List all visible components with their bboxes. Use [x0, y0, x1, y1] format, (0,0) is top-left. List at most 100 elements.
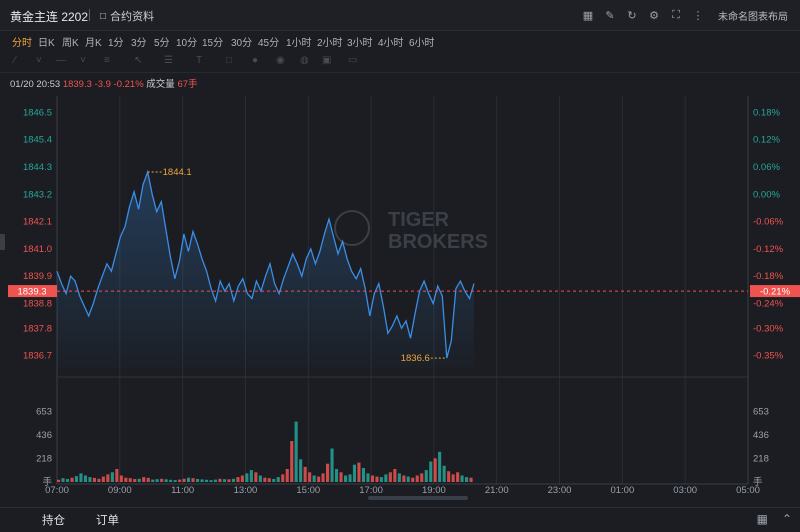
trash-icon[interactable]: ▭: [348, 55, 358, 66]
timeframe-13[interactable]: 3小时: [347, 38, 373, 49]
chevron-up-icon[interactable]: ⌃: [781, 512, 792, 526]
horizontal-line-icon[interactable]: —: [56, 55, 66, 66]
volume-bar: [142, 477, 146, 482]
divider: [89, 9, 90, 21]
timeframe-3[interactable]: 月K: [85, 38, 102, 49]
x-tick-label: 15:00: [296, 485, 320, 496]
chart-scroll-handle[interactable]: [368, 496, 468, 500]
low-label: 1836.6: [401, 353, 430, 364]
fib-icon[interactable]: ☰: [164, 55, 173, 66]
volume-bar: [227, 479, 231, 482]
price-chart[interactable]: 07:00 09:00 11:00 13:00 15:00 17:00 19:00 21:00…: [0, 70, 800, 510]
trendline-icon[interactable]: ∕: [14, 55, 16, 66]
document-icon: □: [100, 10, 107, 22]
volume-bar: [218, 478, 222, 482]
contract-info-link[interactable]: □ 合约资料: [100, 8, 154, 24]
watermark-line1: TIGER: [388, 209, 450, 231]
channel-icon[interactable]: ≡: [104, 55, 110, 66]
volume-bar: [115, 469, 119, 482]
volume-bar: [70, 477, 74, 482]
x-tick-label: 03:00: [673, 485, 697, 496]
volume-bar: [411, 477, 415, 482]
volume-tick-label-right: 218: [753, 453, 769, 464]
chevron-down-icon[interactable]: ˅: [36, 55, 42, 66]
volume-bar: [88, 477, 92, 482]
timeframe-9[interactable]: 30分: [231, 38, 253, 49]
current-pct-label: -0.21%: [760, 287, 791, 298]
timeframe-4[interactable]: 1分: [108, 38, 124, 49]
pct-tick-label: 0.00%: [753, 189, 780, 200]
eye-icon[interactable]: ◉: [276, 55, 285, 66]
timeframe-11[interactable]: 1小时: [286, 38, 312, 49]
volume-bar: [290, 441, 294, 482]
orders-tab[interactable]: 订单: [96, 515, 119, 527]
timeframe-8[interactable]: 15分: [202, 38, 224, 49]
price-tick-label: 1846.5: [23, 107, 52, 118]
volume-bar: [379, 477, 383, 482]
pct-tick-label: 0.18%: [753, 107, 780, 118]
timeframe-14[interactable]: 4小时: [378, 38, 404, 49]
left-panel-grip[interactable]: [0, 234, 5, 250]
volume-bar: [402, 475, 406, 482]
current-price-label: 1839.3: [17, 287, 46, 298]
volume-unit-label-right: 手: [753, 476, 763, 488]
timeframe-bar: 分时 日K 周K 月K 1分 3分 5分 10分 15分 30分 45分 1小时 2小时 3小时 4小时 6小…: [0, 31, 800, 51]
volume-bar: [406, 476, 410, 482]
timeframe-2[interactable]: 周K: [62, 38, 79, 49]
volume-bar: [83, 475, 87, 482]
current-price-tag: [8, 285, 57, 298]
x-tick-label: 21:00: [485, 485, 509, 496]
x-tick-label: 01:00: [610, 485, 634, 496]
layout-name[interactable]: 未命名图表布局: [718, 11, 788, 23]
timeframe-0[interactable]: 分时: [12, 38, 32, 49]
volume-bar: [191, 478, 195, 482]
volume-bar: [276, 477, 280, 482]
lock-icon[interactable]: ●: [252, 55, 259, 66]
screen-icon[interactable]: ▦: [582, 9, 594, 22]
volume-bar: [339, 472, 343, 482]
timeframe-6[interactable]: 5分: [154, 38, 170, 49]
quote-change: -3.9: [94, 79, 111, 90]
price-tick-label: 1843.2: [23, 189, 52, 200]
volume-bar: [254, 472, 258, 482]
volume-bar: [74, 476, 78, 482]
positions-tab[interactable]: 持仓: [42, 515, 65, 527]
chart-tools: ▦ ✎ ↻ ⚙ ⛶ ⋮ 未命名图表布局: [580, 7, 788, 23]
fullscreen-icon[interactable]: ⛶: [672, 8, 680, 21]
timeframe-1[interactable]: 日K: [38, 38, 55, 49]
timeframe-15[interactable]: 6小时: [409, 38, 435, 49]
timeframe-12[interactable]: 2小时: [317, 38, 343, 49]
quote-price: 1839.3: [62, 79, 92, 90]
text-icon[interactable]: T: [196, 55, 203, 66]
volume-bar: [317, 476, 321, 482]
expand-panel-icon[interactable]: ▦: [756, 512, 768, 526]
volume-bar: [106, 474, 110, 482]
timeframe-7[interactable]: 10分: [176, 38, 198, 49]
quote-change-pct: -0.21%: [113, 79, 144, 90]
edit-icon[interactable]: ✎: [605, 9, 615, 22]
volume-tick-label: 436: [36, 430, 52, 441]
price-tick-label: 1836.7: [23, 351, 52, 362]
x-tick-label: 09:00: [108, 485, 132, 496]
quote-info-line: 01/20 20:53 1839.3 -3.9 -0.21% 成交量 67手: [10, 76, 198, 90]
timeframe-5[interactable]: 3分: [131, 38, 147, 49]
more-icon[interactable]: ⋮: [692, 9, 704, 22]
refresh-icon[interactable]: ↻: [627, 9, 637, 22]
volume-bar: [344, 475, 348, 482]
layers-icon[interactable]: ▣: [322, 55, 332, 66]
pct-tick-label: 0.06%: [753, 162, 780, 173]
volume-bar: [335, 469, 339, 482]
ruler-icon[interactable]: □: [226, 55, 233, 66]
volume-bar: [330, 448, 334, 482]
timeframe-10[interactable]: 45分: [258, 38, 280, 49]
pct-tick-label: -0.18%: [753, 271, 784, 282]
watermark-line2: BROKERS: [388, 231, 488, 253]
volume-bar: [267, 478, 271, 482]
chevron-down-icon[interactable]: ˅: [80, 55, 86, 66]
settings-icon[interactable]: ⚙: [649, 9, 659, 22]
price-tick-label: 1842.1: [23, 217, 52, 228]
arrow-icon[interactable]: ↖: [134, 55, 143, 66]
current-pct-tag: [750, 285, 800, 298]
magnet-icon[interactable]: ◍: [300, 55, 309, 66]
volume-bar: [66, 479, 70, 482]
